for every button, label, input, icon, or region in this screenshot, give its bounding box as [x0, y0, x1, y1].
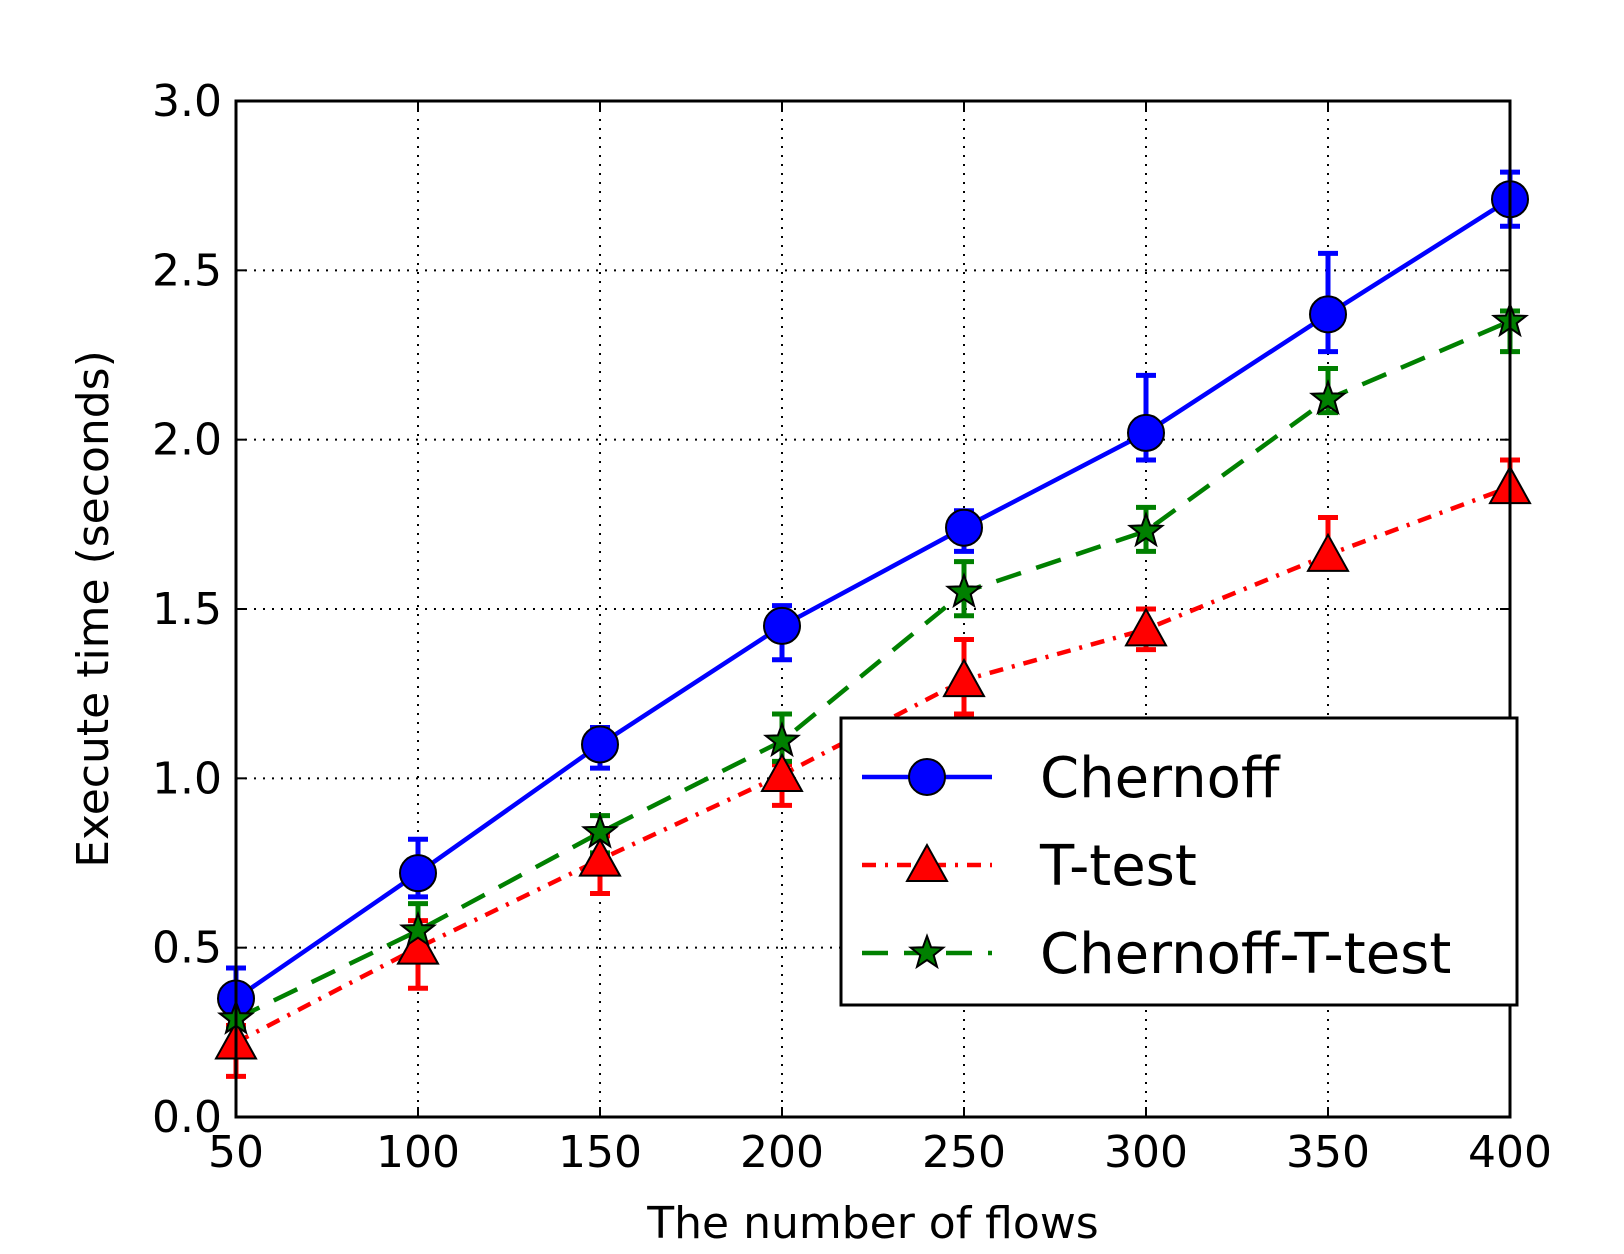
series-markers — [214, 180, 1532, 1060]
legend-box — [839, 716, 1519, 1007]
y-tick-label: 2.0 — [152, 415, 222, 466]
chernoff-t-test-line — [235, 319, 1511, 1021]
x-tick-label: 300 — [1104, 1127, 1188, 1178]
legend-marker-t-test — [905, 842, 949, 882]
y-axis-title: Execute time (seconds) — [68, 350, 119, 868]
chernoff-t-test-point — [763, 721, 801, 758]
t-test-point — [1306, 532, 1350, 572]
y-tick-label: 0.0 — [152, 1092, 222, 1143]
legend-marker-chernoff — [908, 758, 946, 796]
t-test-point — [578, 837, 622, 877]
x-tick-label: 100 — [376, 1127, 460, 1178]
legend-label-chernoff-t-test: Chernoff-T-test — [1040, 922, 1451, 987]
y-tick-label: 0.5 — [152, 923, 222, 974]
y-tick-label: 3.0 — [152, 76, 222, 127]
x-tick-label: 400 — [1468, 1127, 1552, 1178]
x-tick-label: 150 — [558, 1127, 642, 1178]
legend-label-chernoff: Chernoff — [1040, 746, 1281, 811]
x-axis-title: The number of flows — [646, 1198, 1098, 1249]
y-tick-label: 2.5 — [152, 245, 222, 296]
chernoff-point — [945, 508, 983, 547]
chernoff-t-test-point — [1309, 379, 1347, 416]
chernoff-point — [1309, 295, 1347, 334]
legend: Chernoff T-test Chernoff-T-test — [839, 716, 1519, 1007]
x-tick-label: 200 — [740, 1127, 824, 1178]
axis-ticks: 50 100 150 200 250 300 350 400 0.0 0.5 1.0 1.5 2.0 2.… — [152, 76, 1552, 1178]
x-tick-label: 250 — [922, 1127, 1006, 1178]
x-tick-label: 350 — [1286, 1127, 1370, 1178]
chernoff-point — [399, 854, 437, 893]
chernoff-t-test-point — [581, 812, 619, 849]
chernoff-t-test-point — [1127, 511, 1165, 548]
t-test-point — [760, 752, 804, 792]
y-tick-label: 1.5 — [152, 584, 222, 635]
t-test-point — [1124, 607, 1168, 647]
legend-label-t-test: T-test — [1039, 834, 1197, 899]
chernoff-line — [234, 197, 1512, 1001]
chernoff-t-test-point — [945, 572, 983, 609]
chernoff-t-test-point — [399, 910, 437, 947]
chernoff-point — [763, 606, 801, 645]
chernoff-point — [1127, 413, 1165, 452]
t-test-point — [942, 658, 986, 698]
y-tick-label: 1.0 — [152, 753, 222, 804]
x-tick-label: 50 — [208, 1127, 264, 1178]
chernoff-point — [581, 725, 619, 764]
legend-marker-chernoff-t-test — [908, 933, 946, 970]
